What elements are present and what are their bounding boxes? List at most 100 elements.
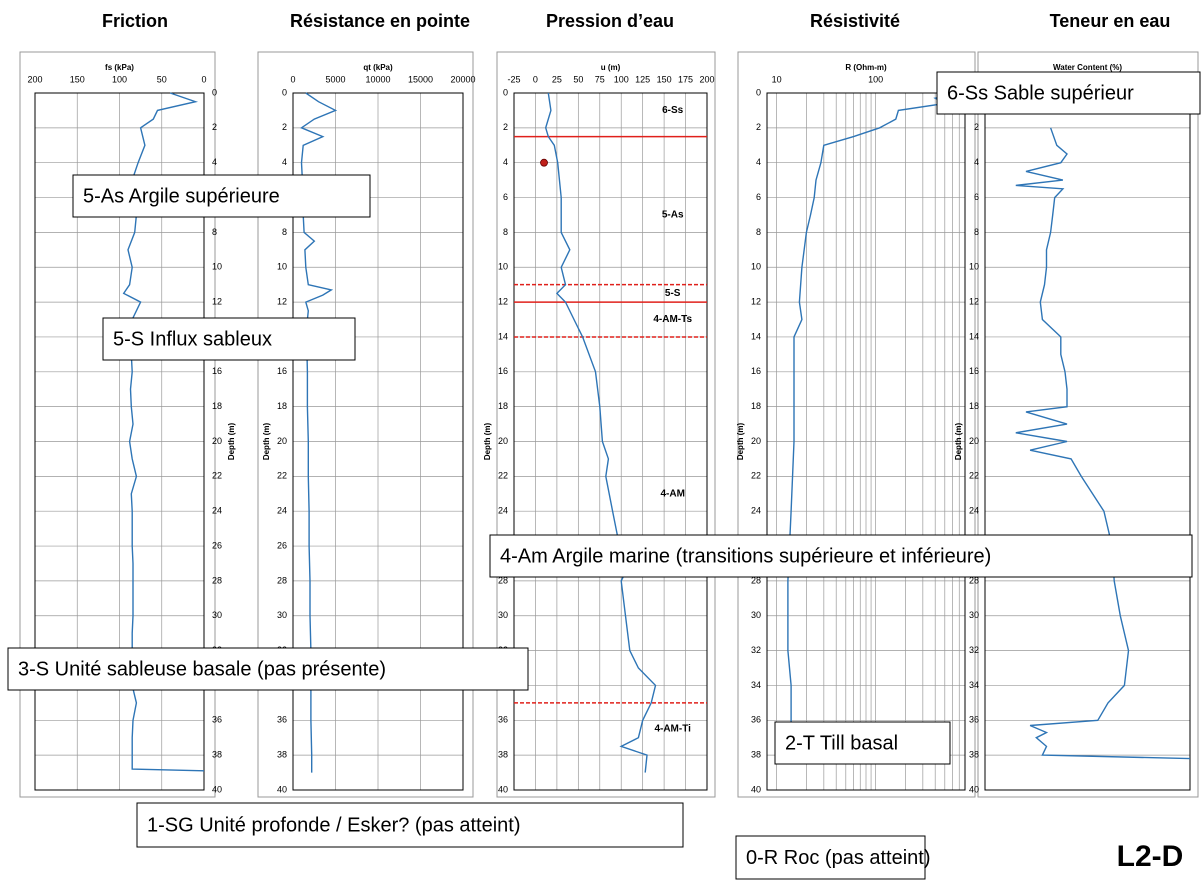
x-axis-label: qt (kPa): [363, 63, 393, 72]
y-tick-label: 24: [969, 506, 979, 516]
y-tick-label: 16: [498, 366, 508, 376]
y-tick-label: 10: [277, 262, 287, 272]
y-tick-label: 40: [212, 784, 222, 794]
plot-area: [766, 92, 966, 791]
y-tick-label: 40: [277, 784, 287, 794]
annotation: 5-As Argile supérieure: [83, 185, 280, 207]
y-tick-label: 34: [969, 680, 979, 690]
plot-area: [513, 92, 708, 791]
y-tick-label: 30: [212, 610, 222, 620]
x-tick-label: 20000: [450, 74, 475, 84]
zone-label: 6-Ss: [662, 105, 684, 116]
x-tick-label: 125: [635, 74, 650, 84]
x-axis-label: Water Content (%): [1053, 63, 1122, 72]
y-tick-label: 8: [974, 227, 979, 237]
x-tick-label: 200: [27, 74, 42, 84]
y-tick-label: 4: [503, 157, 508, 167]
y-tick-label: 10: [751, 262, 761, 272]
y-tick-label: 0: [503, 87, 508, 97]
x-tick-label: 75: [595, 74, 605, 84]
y-tick-label: 14: [751, 331, 761, 341]
x-axis-label: R (Ohm-m): [845, 63, 887, 72]
data-line: [787, 92, 960, 756]
y-axis-label: Depth (m): [483, 423, 492, 461]
x-tick-label: 0: [290, 74, 295, 84]
y-tick-label: 4: [974, 157, 979, 167]
zone-label: 5-S: [665, 288, 681, 299]
x-tick-label: 15000: [408, 74, 433, 84]
y-tick-label: 34: [751, 680, 761, 690]
y-tick-label: 30: [277, 610, 287, 620]
data-line: [1015, 127, 1191, 760]
y-tick-label: 40: [498, 784, 508, 794]
y-tick-label: 8: [282, 227, 287, 237]
page-label: L2-D: [1117, 840, 1184, 873]
y-tick-label: 20: [277, 436, 287, 446]
y-tick-label: 12: [498, 296, 508, 306]
y-tick-label: 28: [969, 575, 979, 585]
y-tick-label: 18: [751, 401, 761, 411]
y-tick-label: 2: [503, 122, 508, 132]
annotation-box: [735, 835, 926, 880]
y-tick-label: 12: [969, 296, 979, 306]
y-tick-label: 18: [498, 401, 508, 411]
chart-frame: [977, 51, 1199, 798]
chart-title: Pression d’eau: [546, 11, 674, 31]
y-tick-label: 36: [969, 715, 979, 725]
y-tick-label: 28: [751, 575, 761, 585]
y-tick-label: 18: [212, 401, 222, 411]
y-tick-label: 24: [277, 506, 287, 516]
y-tick-label: 36: [212, 715, 222, 725]
y-tick-label: 36: [751, 715, 761, 725]
y-tick-label: 0: [212, 87, 217, 97]
y-tick-label: 22: [751, 471, 761, 481]
y-tick-label: 20: [969, 436, 979, 446]
y-tick-label: 22: [498, 471, 508, 481]
annotation-box: [7, 647, 529, 691]
y-tick-label: 18: [969, 401, 979, 411]
y-tick-label: 20: [498, 436, 508, 446]
annotation: 6-Ss Sable supérieur: [947, 82, 1134, 104]
y-tick-label: 22: [212, 471, 222, 481]
data-line: [544, 92, 657, 773]
y-tick-label: 2: [756, 122, 761, 132]
x-tick-label: 200: [699, 74, 714, 84]
x-tick-label: 175: [678, 74, 693, 84]
y-tick-label: 0: [282, 87, 287, 97]
x-tick-label: 100: [112, 74, 127, 84]
y-axis-label: Depth (m): [262, 423, 271, 461]
y-tick-label: 40: [751, 784, 761, 794]
x-tick-label: 5000: [325, 74, 345, 84]
x-tick-label: 100: [868, 74, 883, 84]
x-tick-label: 100: [614, 74, 629, 84]
annotation-box: [936, 71, 1201, 115]
annotation: 5-S Influx sableux: [113, 328, 272, 350]
zone-label: 4-AM-Ts: [653, 314, 692, 325]
zone-label: 5-As: [662, 210, 684, 221]
y-tick-label: 20: [212, 436, 222, 446]
y-tick-label: 28: [277, 575, 287, 585]
y-tick-label: 2: [282, 122, 287, 132]
y-tick-label: 30: [751, 610, 761, 620]
annotation-box: [102, 317, 356, 361]
x-axis-label: fs (kPa): [105, 63, 134, 72]
y-tick-label: 16: [277, 366, 287, 376]
plot-area: [34, 92, 205, 791]
y-tick-label: 6: [756, 192, 761, 202]
chart-title: Teneur en eau: [1050, 11, 1171, 31]
y-tick-label: 16: [212, 366, 222, 376]
y-tick-label: 16: [751, 366, 761, 376]
y-tick-label: 28: [498, 575, 508, 585]
chart-frame: [496, 51, 716, 798]
x-tick-label: 0: [201, 74, 206, 84]
chart-title: Résistivité: [810, 11, 900, 31]
y-tick-label: 40: [969, 784, 979, 794]
y-tick-label: 32: [751, 645, 761, 655]
x-tick-label: 150: [657, 74, 672, 84]
y-tick-label: 18: [277, 401, 287, 411]
y-tick-label: 10: [498, 262, 508, 272]
y-tick-label: 12: [751, 296, 761, 306]
y-axis-label: Depth (m): [736, 423, 745, 461]
y-tick-label: 14: [969, 331, 979, 341]
